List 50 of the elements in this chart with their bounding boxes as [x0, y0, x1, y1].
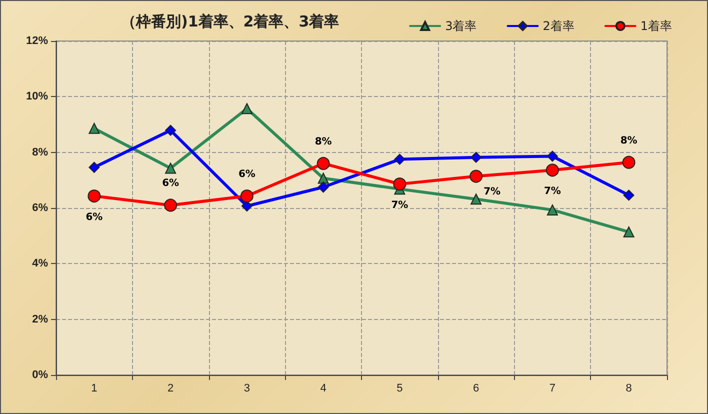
legend-label: 3着率 — [445, 19, 477, 33]
point — [623, 190, 634, 201]
x-tick-label: 4 — [320, 382, 326, 394]
point — [240, 190, 254, 203]
point — [165, 162, 176, 174]
point — [241, 103, 252, 114]
data-label: 8% — [314, 136, 332, 148]
x-tick-label: 8 — [626, 382, 632, 394]
x-tick-label: 6 — [473, 382, 480, 394]
data-label: 7% — [484, 186, 501, 198]
point — [318, 172, 329, 184]
data-label: 7% — [544, 186, 561, 198]
point — [546, 204, 558, 216]
legend-label: 2着率 — [542, 19, 574, 33]
point — [393, 178, 406, 191]
point — [88, 162, 100, 173]
point — [318, 182, 329, 193]
x-tick-label: 3 — [244, 382, 250, 394]
chart-title: （枠番別)1着率、2着率、3着率 — [121, 12, 340, 30]
legend-label: 1着率 — [640, 19, 672, 33]
data-label: 6% — [86, 212, 103, 224]
y-tick-label: 2% — [32, 313, 48, 326]
y-tick-label: 4% — [32, 258, 48, 270]
point — [470, 194, 482, 205]
point — [241, 200, 252, 212]
point — [394, 154, 406, 165]
point — [623, 226, 634, 238]
point — [88, 122, 100, 134]
point — [316, 156, 330, 170]
point — [622, 156, 636, 169]
data-label: 6% — [162, 178, 180, 190]
point — [470, 170, 483, 183]
point — [165, 124, 176, 136]
y-tick-label: 8% — [32, 146, 48, 158]
x-tick-label: 7 — [549, 382, 556, 394]
point — [88, 190, 101, 203]
point — [470, 152, 482, 163]
y-tick-label: 12% — [26, 35, 48, 47]
y-tick-label: 10% — [26, 90, 48, 103]
point — [546, 164, 559, 177]
data-label: 8% — [620, 135, 638, 146]
point — [546, 150, 558, 162]
y-tick-label: 0% — [32, 369, 48, 381]
x-tick-label: 2 — [168, 382, 174, 394]
data-label: 7% — [391, 200, 408, 212]
x-tick-label: 1 — [91, 382, 98, 394]
y-tick-label: 6% — [32, 202, 48, 214]
data-label: 6% — [238, 169, 256, 180]
x-tick-label: 5 — [396, 382, 403, 394]
point — [164, 198, 178, 212]
